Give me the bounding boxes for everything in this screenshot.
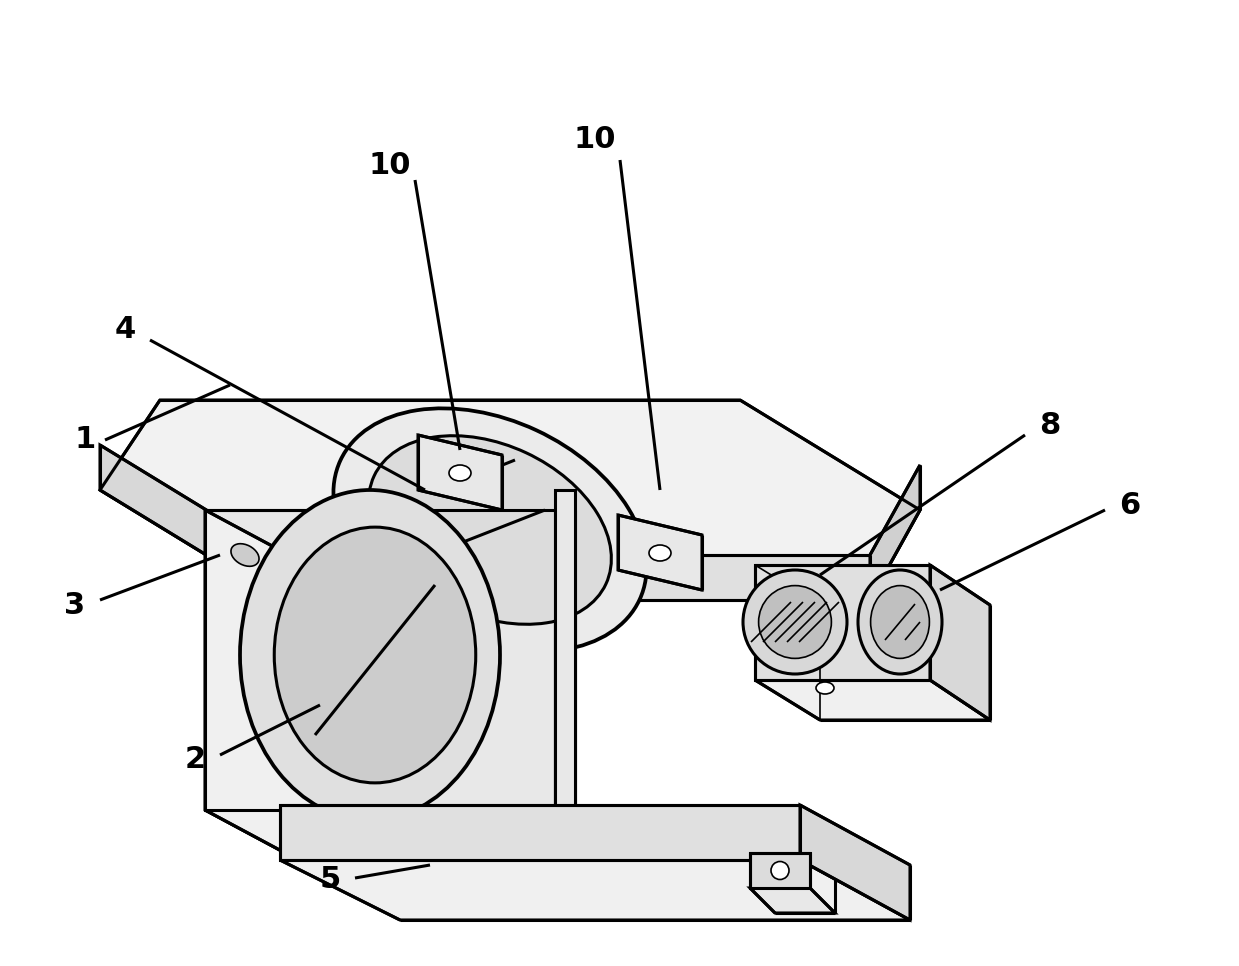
Polygon shape	[280, 805, 800, 860]
Ellipse shape	[369, 436, 611, 624]
Text: 2: 2	[185, 746, 206, 775]
Polygon shape	[750, 853, 810, 888]
Ellipse shape	[649, 545, 672, 561]
Polygon shape	[870, 465, 921, 600]
Polygon shape	[618, 515, 703, 590]
Polygon shape	[755, 680, 990, 720]
Ellipse shape	[216, 531, 274, 579]
Ellipse shape	[274, 527, 476, 782]
Text: 10: 10	[574, 126, 616, 155]
Ellipse shape	[743, 570, 847, 674]
Ellipse shape	[230, 544, 259, 566]
Polygon shape	[204, 510, 555, 810]
Polygon shape	[555, 510, 575, 810]
Text: 6: 6	[1119, 491, 1141, 520]
Polygon shape	[930, 565, 990, 720]
Polygon shape	[100, 445, 280, 600]
Polygon shape	[750, 888, 835, 913]
Ellipse shape	[758, 585, 831, 659]
Text: 4: 4	[114, 316, 135, 345]
Polygon shape	[204, 510, 344, 885]
Ellipse shape	[771, 862, 789, 879]
Text: 10: 10	[369, 151, 411, 180]
Polygon shape	[555, 490, 575, 810]
Ellipse shape	[240, 490, 501, 820]
Polygon shape	[418, 435, 502, 510]
Text: 5: 5	[320, 866, 341, 895]
Polygon shape	[204, 810, 680, 885]
Ellipse shape	[857, 570, 942, 674]
Text: 1: 1	[74, 425, 95, 454]
Polygon shape	[800, 805, 909, 920]
Polygon shape	[755, 565, 930, 680]
Text: 8: 8	[1040, 411, 1061, 440]
Ellipse shape	[817, 682, 834, 694]
Ellipse shape	[333, 409, 647, 652]
Polygon shape	[280, 555, 870, 600]
Polygon shape	[100, 400, 921, 600]
Ellipse shape	[449, 465, 471, 481]
Text: 3: 3	[64, 590, 85, 619]
Ellipse shape	[871, 585, 929, 659]
Polygon shape	[280, 860, 909, 920]
